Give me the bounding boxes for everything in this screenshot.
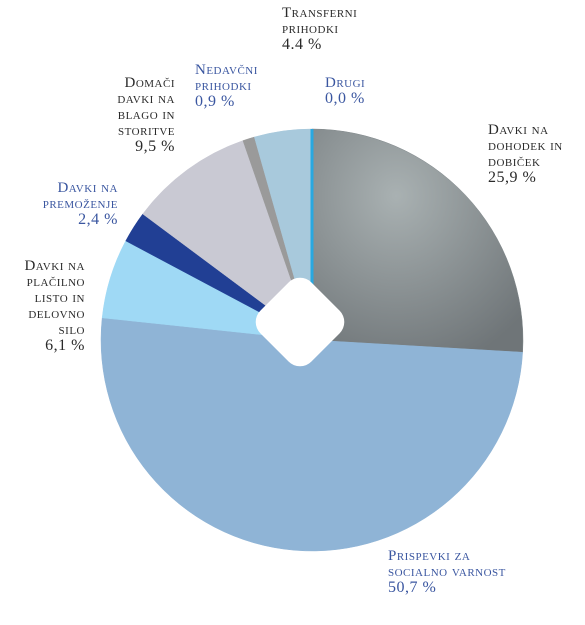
value-label: 6,1 %	[5, 338, 85, 354]
category-name: Domači davki na blago in storitve	[88, 75, 175, 139]
value-label: 4.4 %	[282, 37, 372, 53]
value-label: 0,9 %	[195, 94, 275, 110]
value-label: 25,9 %	[488, 170, 583, 186]
category-name: Transferni prihodki	[282, 5, 372, 37]
category-name: Prispevki za socialno varnost	[388, 548, 508, 580]
value-label: 9,5 %	[88, 139, 175, 155]
value-label: 2,4 %	[20, 212, 118, 228]
category-name: Davki na dohodek in dobiček	[488, 122, 583, 170]
category-name: Nedavčni prihodki	[195, 62, 275, 94]
category-name: Davki na premoženje	[20, 180, 118, 212]
value-label: 0,0 %	[325, 91, 385, 107]
chart: Drugi0,0 % Davki na dohodek in dobiček25,…	[0, 0, 585, 625]
value-label: 50,7 %	[388, 580, 508, 596]
category-name: Davki na plačilno listo in delovno silo	[5, 258, 85, 338]
category-name: Drugi	[325, 75, 385, 91]
